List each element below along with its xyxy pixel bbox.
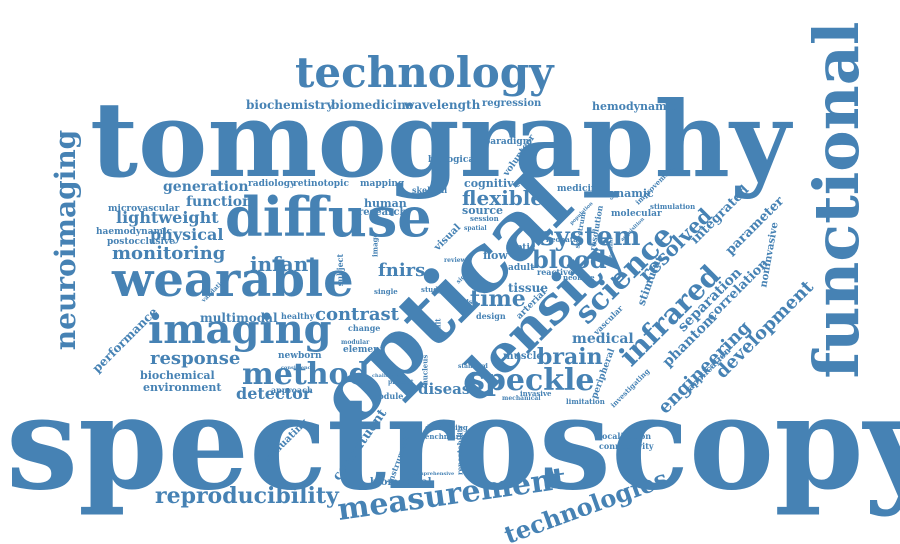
word-standard: standard xyxy=(458,363,488,370)
word-lightweight: lightweight xyxy=(116,208,219,227)
word-single: single xyxy=(374,287,398,296)
word-infant: infant xyxy=(250,252,318,276)
word-benchmark: benchmark xyxy=(420,432,465,441)
word-flow: flow xyxy=(483,249,508,262)
word-consistency: consistency xyxy=(281,365,314,371)
word-medical: medical xyxy=(572,331,634,347)
word-postocclusive: postocclusive xyxy=(107,237,175,247)
word-nucleus: nucleus xyxy=(420,354,430,386)
word-biological: biological xyxy=(428,155,478,165)
word-cognitive: cognitive xyxy=(464,177,521,190)
word-session: session xyxy=(470,214,499,223)
word-change: change xyxy=(348,323,381,333)
word-technology: technology xyxy=(295,48,554,97)
word-microvascular: microvascular xyxy=(108,204,180,214)
word-medicine: medicine xyxy=(557,184,604,194)
word-brain: brain xyxy=(537,344,603,370)
word-disease: disease xyxy=(418,380,480,398)
word-system: system xyxy=(540,222,641,252)
word-biochemistry: biochemistry xyxy=(246,98,334,112)
word-method: method xyxy=(242,357,370,392)
word-radiology: radiology xyxy=(248,179,296,189)
word-newborn: newborn xyxy=(278,351,322,361)
word-reactive: reactive xyxy=(537,267,573,277)
word-limitation: limitation xyxy=(566,397,605,406)
word-present: present xyxy=(388,379,414,386)
word-developing: developing xyxy=(425,423,468,432)
word-generation: generation xyxy=(163,179,249,195)
word-haemodynamic: haemodynamic xyxy=(96,227,172,237)
word-adult: adult xyxy=(508,263,535,273)
word-neuroimaging: neuroimaging xyxy=(49,129,82,351)
word-challenge: challenge xyxy=(372,373,400,379)
word-function: function xyxy=(186,194,253,210)
word-retinotopic: retinotopic xyxy=(293,179,349,189)
word-biochemical: biochemical xyxy=(140,369,215,382)
word-noninvasive: noninvasive xyxy=(758,221,781,289)
word-spatial: spatial xyxy=(464,225,487,232)
word-monitoring: monitoring xyxy=(112,243,226,264)
word-design: design xyxy=(476,311,506,321)
word-imaging: imaging xyxy=(148,306,332,353)
word-detector: detector xyxy=(236,384,312,403)
word-invasive: invasive xyxy=(520,389,552,398)
word-stimulation: stimulation xyxy=(650,202,696,211)
word-dynamic: dynamic xyxy=(602,187,654,200)
word-speckle: speckle xyxy=(468,363,595,398)
word-regression: regression xyxy=(482,98,542,109)
word-mapping: mapping xyxy=(360,179,405,189)
word-biomedicine: biomedicine xyxy=(331,98,414,112)
word-element: element xyxy=(343,345,384,355)
word-research: research xyxy=(358,207,407,218)
word-reproducibility: reproducibility xyxy=(155,483,339,509)
word-approach: approach xyxy=(271,385,313,395)
word-wearable: wearable xyxy=(112,252,354,308)
word-review: review xyxy=(444,257,466,264)
word-domain: domain xyxy=(608,237,615,259)
word-repeatability: repeatability xyxy=(455,425,465,475)
word-modular: modular xyxy=(341,339,370,346)
word-wavelength: wavelength xyxy=(404,98,481,112)
word-study: study xyxy=(421,285,443,294)
word-environment: environment xyxy=(143,381,222,394)
word-connectivity: connectivity xyxy=(599,441,654,451)
word-comprehensive: comprehensive xyxy=(412,471,455,477)
word-healthy: healthy xyxy=(281,311,315,321)
word-paradigm: paradigm xyxy=(484,137,533,147)
word-flexible: flexible xyxy=(462,186,544,210)
word-tissue: tissue xyxy=(508,281,548,295)
word-optic: optic xyxy=(510,243,536,253)
word-spectroscopy: spectroscopy xyxy=(6,369,900,519)
word-skeletal: skeletal xyxy=(412,185,448,195)
word-multimodal: multimodal xyxy=(200,311,278,325)
word-time: time xyxy=(470,286,526,312)
word-human: human xyxy=(364,197,407,210)
word-muscle: muscle xyxy=(503,351,543,362)
word-diffuse: diffuse xyxy=(225,185,432,249)
word-blood: blood xyxy=(532,245,607,274)
word-subject: subject xyxy=(335,253,345,287)
word-neonatal: neonatal xyxy=(546,235,581,244)
word-mechanical: mechanical xyxy=(502,395,541,402)
word-result: result xyxy=(433,318,443,342)
word-fnirs: fnirs xyxy=(378,260,426,281)
word-localization: localization xyxy=(599,431,652,441)
word-module: module xyxy=(370,391,404,401)
word-response: response xyxy=(150,348,241,369)
word-image: image xyxy=(370,233,380,257)
word-physical: physical xyxy=(150,225,224,244)
word-neonate: neonate xyxy=(563,273,595,282)
word-functional: functional xyxy=(800,21,873,379)
word-tomography: tomography xyxy=(90,78,791,201)
word-source: source xyxy=(462,204,504,217)
word-pulse: pulse xyxy=(458,299,477,306)
word-biomedical: biomedical xyxy=(370,477,432,488)
word-hemodynamic: hemodynamic xyxy=(592,100,678,113)
word-contrast: contrast xyxy=(315,304,399,325)
word-molecular: molecular xyxy=(611,209,662,219)
